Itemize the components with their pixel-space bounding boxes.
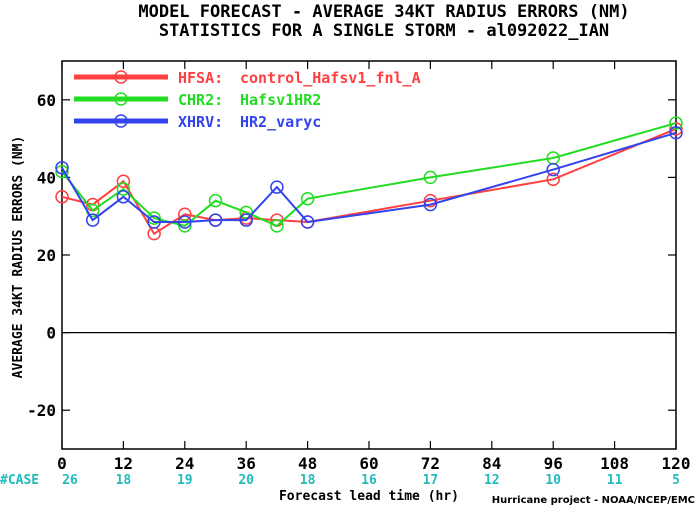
legend-marker bbox=[114, 92, 128, 106]
data-point bbox=[546, 172, 560, 187]
data-point bbox=[669, 126, 683, 140]
legend-description: control_Hafsv1_fnl_A bbox=[240, 69, 421, 87]
data-point bbox=[300, 191, 315, 206]
data-point bbox=[239, 213, 253, 227]
x-axis-label: Forecast lead time (hr) bbox=[279, 489, 459, 504]
case-count: 20 bbox=[238, 473, 254, 488]
legend-marker bbox=[114, 70, 128, 84]
data-point bbox=[270, 219, 284, 233]
x-tick-label: 84 bbox=[482, 454, 501, 473]
data-point bbox=[55, 160, 69, 175]
legend-name: XHRV: bbox=[178, 113, 223, 131]
case-count: 12 bbox=[484, 473, 500, 488]
x-tick-label: 24 bbox=[175, 454, 194, 473]
data-point bbox=[300, 215, 315, 229]
series-layer bbox=[55, 116, 683, 241]
data-point bbox=[178, 219, 192, 233]
data-point bbox=[423, 193, 438, 208]
x-axis-ticks: 0 12 24 36 48 60 72 84 96 108 120 bbox=[57, 61, 690, 473]
x-tick-label: 0 bbox=[57, 454, 67, 473]
case-count: 19 bbox=[177, 473, 193, 488]
y-tick-label: 20 bbox=[37, 246, 56, 265]
x-tick-label: 36 bbox=[237, 454, 256, 473]
chart-subtitle: STATISTICS FOR A SINGLE STORM - al092022… bbox=[159, 21, 609, 41]
data-point bbox=[669, 122, 683, 136]
data-point bbox=[669, 116, 683, 130]
y-tick-label: -20 bbox=[27, 401, 56, 420]
x-tick-label: 60 bbox=[359, 454, 378, 473]
x-tick-label: 120 bbox=[662, 454, 691, 473]
legend: HFSA: control_Hafsv1_fnl_A CHR2: Hafsv1HR2 X… bbox=[74, 69, 421, 131]
data-point bbox=[55, 190, 69, 204]
data-point bbox=[423, 197, 438, 212]
series-line bbox=[61, 131, 677, 224]
legend-description: HR2_varyc bbox=[240, 113, 321, 131]
data-point bbox=[423, 170, 438, 185]
data-point bbox=[208, 213, 223, 227]
case-count: 5 bbox=[672, 473, 680, 488]
data-point bbox=[147, 215, 161, 229]
legend-name: CHR2: bbox=[178, 91, 223, 109]
data-point bbox=[546, 162, 560, 177]
data-point bbox=[85, 213, 100, 227]
legend-description: Hafsv1HR2 bbox=[240, 91, 321, 109]
data-point bbox=[208, 193, 223, 208]
x-tick-label: 12 bbox=[114, 454, 133, 473]
x-tick-label: 108 bbox=[600, 454, 629, 473]
x-tick-label: 72 bbox=[421, 454, 440, 473]
case-count: 18 bbox=[116, 473, 132, 488]
legend-marker bbox=[114, 114, 128, 128]
y-tick-label: 40 bbox=[37, 168, 56, 187]
y-tick-label: 60 bbox=[37, 91, 56, 110]
data-point bbox=[178, 215, 192, 229]
data-point bbox=[116, 190, 131, 204]
case-label: #CASE bbox=[0, 473, 39, 488]
credit-text: Hurricane project - NOAA/NCEP/EMC bbox=[492, 495, 695, 506]
case-count: 11 bbox=[607, 473, 623, 488]
case-counts: #CASE 26 18 19 20 18 16 17 12 10 11 5 bbox=[0, 473, 680, 488]
case-count: 17 bbox=[423, 473, 439, 488]
chart-title: MODEL FORECAST - AVERAGE 34KT RADIUS ERR… bbox=[138, 2, 629, 22]
y-tick-label: 0 bbox=[46, 324, 56, 343]
y-axis-label: AVERAGE 34KT RADIUS ERRORS (NM) bbox=[11, 136, 26, 379]
legend-name: HFSA: bbox=[178, 69, 223, 87]
case-count: 18 bbox=[300, 473, 316, 488]
x-tick-label: 48 bbox=[298, 454, 317, 473]
data-point bbox=[116, 174, 131, 189]
x-tick-label: 96 bbox=[544, 454, 563, 473]
data-point bbox=[116, 182, 131, 196]
case-count: 16 bbox=[361, 473, 377, 488]
data-point bbox=[55, 164, 69, 179]
case-count: 10 bbox=[545, 473, 561, 488]
y-axis-ticks: -20 0 20 40 60 bbox=[27, 91, 676, 420]
case-count: 26 bbox=[62, 473, 78, 488]
data-point bbox=[270, 180, 284, 194]
